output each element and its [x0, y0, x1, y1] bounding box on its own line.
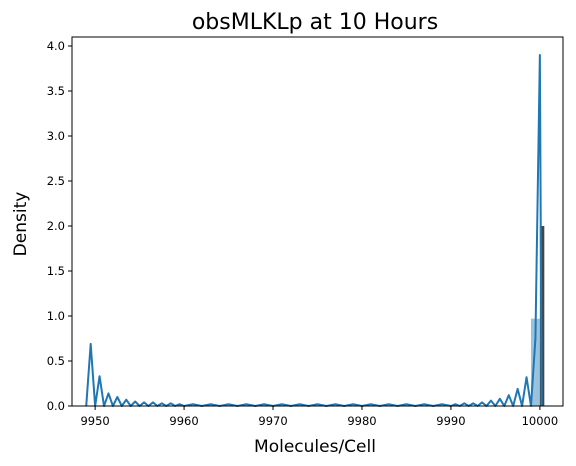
y-tick-label: 4.0 [47, 39, 65, 53]
x-tick-label: 9950 [80, 414, 109, 428]
x-tick-label: 9990 [436, 414, 465, 428]
kde-line [85, 54, 543, 407]
y-axis-label: Density [11, 192, 31, 257]
y-tick-label: 3.5 [47, 84, 65, 98]
x-tick-label: 9960 [169, 414, 198, 428]
y-tick-label: 1.0 [47, 309, 65, 323]
y-tick-label: 3.0 [47, 129, 65, 143]
x-tick-label: 9970 [258, 414, 287, 428]
x-axis-label: Molecules/Cell [254, 437, 376, 457]
y-tick-label: 1.5 [47, 264, 65, 278]
y-tick-label: 2.0 [47, 219, 65, 233]
y-tick-label: 2.5 [47, 174, 65, 188]
histogram-bar [535, 318, 540, 406]
x-tick-label: 9980 [347, 414, 376, 428]
chart-title: obsMLKLp at 10 Hours [192, 10, 438, 35]
y-tick-label: 0.5 [47, 354, 65, 368]
y-tick-label: 0.0 [47, 399, 65, 413]
x-tick-label: 10000 [522, 414, 559, 428]
axes-frame [71, 36, 564, 407]
plot-area: 9950 9960 9970 9980 9990 10000 0.0 0.5 1.0 1.5 2.0… [47, 36, 564, 428]
